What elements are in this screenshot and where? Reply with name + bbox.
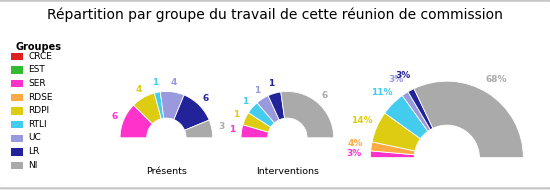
Text: RTLI: RTLI xyxy=(29,120,47,129)
Bar xyxy=(11,53,23,60)
Bar xyxy=(11,135,23,142)
Text: UC: UC xyxy=(29,133,41,142)
Bar xyxy=(11,121,23,128)
Wedge shape xyxy=(155,92,164,119)
Wedge shape xyxy=(249,103,274,127)
Wedge shape xyxy=(408,89,433,130)
Text: 6: 6 xyxy=(203,93,209,103)
FancyBboxPatch shape xyxy=(2,28,106,188)
Wedge shape xyxy=(372,113,420,151)
Bar xyxy=(11,162,23,169)
Text: 3: 3 xyxy=(218,122,224,131)
Text: 68%: 68% xyxy=(486,75,507,84)
Wedge shape xyxy=(120,105,152,138)
Text: Répartition par groupe du travail de cette réunion de commission: Répartition par groupe du travail de cet… xyxy=(47,8,503,22)
Text: 1: 1 xyxy=(229,125,235,134)
Wedge shape xyxy=(281,91,334,138)
Wedge shape xyxy=(134,93,161,124)
Wedge shape xyxy=(414,81,524,158)
Text: 1: 1 xyxy=(233,110,239,119)
Text: 6: 6 xyxy=(321,91,327,100)
Text: 11%: 11% xyxy=(371,88,392,97)
Wedge shape xyxy=(370,151,415,158)
Text: LR: LR xyxy=(29,147,40,156)
Text: 3%: 3% xyxy=(346,149,362,158)
Bar xyxy=(11,107,23,115)
Text: 14%: 14% xyxy=(351,116,373,125)
Text: RDSE: RDSE xyxy=(29,93,53,101)
Text: 1: 1 xyxy=(254,86,260,95)
Bar xyxy=(11,80,23,87)
Wedge shape xyxy=(185,120,213,138)
Text: 4%: 4% xyxy=(348,139,363,148)
Text: CRCE: CRCE xyxy=(29,52,52,61)
Text: 1: 1 xyxy=(268,79,274,88)
Text: RDPI: RDPI xyxy=(29,106,50,115)
Text: Interventions: Interventions xyxy=(256,167,319,176)
Text: EST: EST xyxy=(29,65,45,74)
Text: 1: 1 xyxy=(152,78,158,87)
Wedge shape xyxy=(161,91,184,120)
Wedge shape xyxy=(385,96,428,139)
Text: NI: NI xyxy=(29,161,38,170)
Bar xyxy=(11,66,23,74)
Wedge shape xyxy=(402,92,430,131)
Text: SER: SER xyxy=(29,79,46,88)
Text: 3%: 3% xyxy=(395,71,411,80)
Wedge shape xyxy=(243,113,271,132)
Text: 4: 4 xyxy=(135,85,141,94)
Text: 3%: 3% xyxy=(389,75,404,85)
Text: Groupes: Groupes xyxy=(15,42,61,52)
Wedge shape xyxy=(257,96,279,123)
Wedge shape xyxy=(268,92,284,120)
Wedge shape xyxy=(241,125,268,138)
Text: 6: 6 xyxy=(111,112,118,121)
Text: Présents: Présents xyxy=(146,167,187,176)
Bar xyxy=(11,94,23,101)
Text: 1: 1 xyxy=(242,97,248,105)
Wedge shape xyxy=(174,95,209,130)
Bar xyxy=(11,148,23,156)
Wedge shape xyxy=(371,142,415,155)
Text: 4: 4 xyxy=(170,78,177,87)
